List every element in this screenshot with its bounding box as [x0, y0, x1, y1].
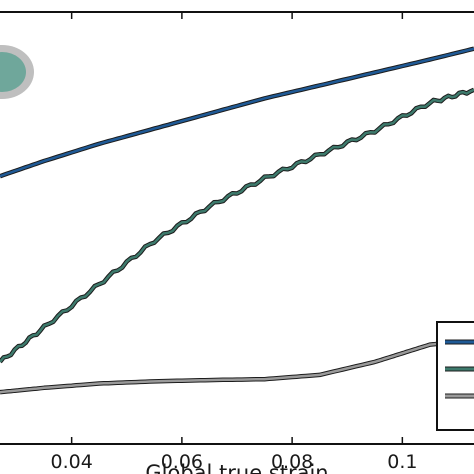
x-axis-label: Global true strain [145, 461, 328, 474]
marker-ellipse [0, 52, 26, 92]
series-2-line [0, 88, 474, 363]
legend-box [436, 321, 474, 431]
series-1-line [0, 47, 474, 178]
series-1-outline [0, 46, 474, 179]
x-tick-label-4: 0.1 [387, 451, 417, 473]
legend [436, 321, 474, 431]
x-tick-label-2: 0.06 [161, 451, 203, 473]
series-2-outline [0, 87, 474, 364]
series-3-line [0, 339, 474, 394]
x-tick-label-1: 0.04 [50, 451, 92, 473]
x-tick-label-3: 0.08 [271, 451, 313, 473]
series-3-outline [0, 338, 474, 395]
